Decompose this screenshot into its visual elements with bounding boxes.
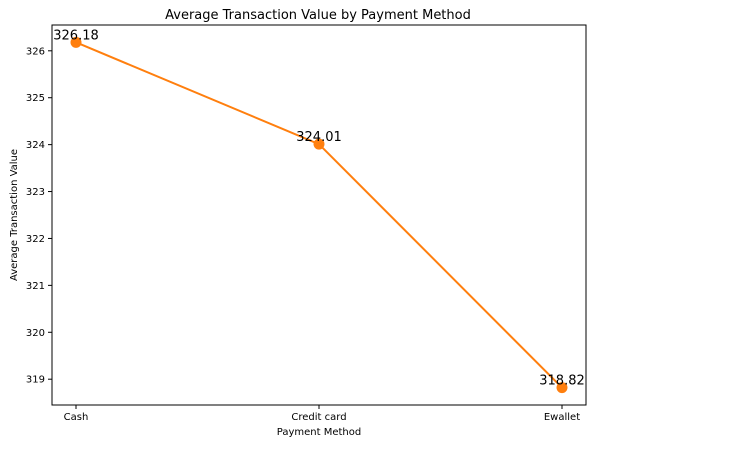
data-point <box>556 382 568 394</box>
y-axis-label: Average Transaction Value <box>9 149 20 281</box>
data-point <box>313 138 325 150</box>
y-tick-label: 322 <box>26 234 45 245</box>
data-label: 324.01 <box>296 130 342 145</box>
y-tick-label: 324 <box>26 140 45 151</box>
y-tick-label: 321 <box>26 281 45 292</box>
chart-title: Average Transaction Value by Payment Met… <box>165 8 471 23</box>
data-label: 326.18 <box>53 28 99 43</box>
y-tick-label: 323 <box>26 187 45 198</box>
x-tick-label: Cash <box>64 412 89 423</box>
y-tick-label: 319 <box>26 375 45 386</box>
series-points <box>70 36 568 394</box>
plot-area <box>51 24 587 406</box>
x-axis: Cash Credit card Ewallet <box>64 405 580 423</box>
x-tick-label: Ewallet <box>544 412 580 423</box>
y-tick-label: 325 <box>26 93 45 104</box>
y-tick-label: 320 <box>26 328 45 339</box>
x-axis-label: Payment Method <box>277 427 361 438</box>
data-label: 318.82 <box>539 374 585 389</box>
y-tick-label: 326 <box>26 46 45 57</box>
data-point <box>70 36 82 48</box>
y-axis: 319 320 321 322 323 324 325 326 <box>26 46 52 386</box>
data-labels: 326.18 324.01 318.82 <box>53 28 585 388</box>
x-tick-label: Credit card <box>291 412 346 423</box>
series-line <box>75 41 563 389</box>
